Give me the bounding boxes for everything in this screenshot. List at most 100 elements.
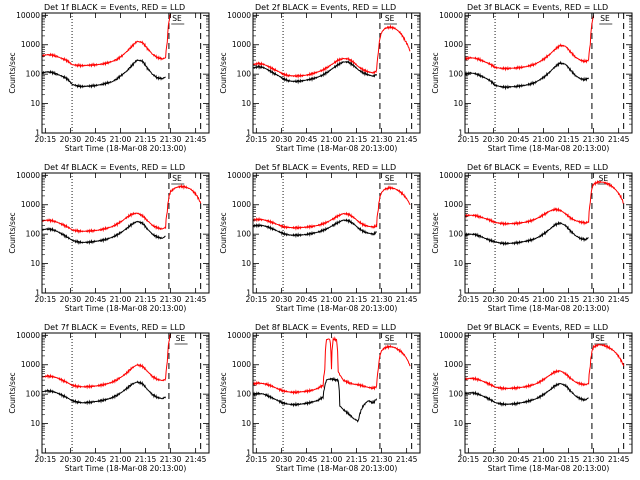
x-tick-label: 21:15	[558, 295, 580, 304]
x-tick-label: 20:45	[508, 455, 530, 464]
x-tick-label: 21:15	[558, 455, 580, 464]
series-line-lld	[253, 185, 411, 231]
y-tick-label: 1000	[232, 360, 251, 369]
x-tick-label: 21:15	[346, 135, 368, 144]
x-tick-label: 20:45	[296, 295, 318, 304]
y-tick-label: 10000	[227, 11, 251, 20]
y-tick-label: 10	[453, 259, 463, 268]
y-tick-label: 1000	[444, 40, 463, 49]
x-tick-label: 20:30	[60, 295, 82, 304]
plot-frame	[41, 172, 210, 294]
x-tick-label: 20:15	[458, 135, 480, 144]
y-tick-label: 1000	[444, 200, 463, 209]
plot-frame	[41, 332, 210, 454]
x-tick-label: 21:00	[533, 295, 555, 304]
x-tick-label: 20:45	[508, 295, 530, 304]
y-tick-label: 100	[449, 230, 464, 239]
y-tick-label: 1	[35, 289, 40, 298]
x-tick-label: 20:30	[271, 135, 293, 144]
x-tick-label: 21:45	[185, 135, 207, 144]
se-marker-label: SE	[385, 334, 395, 343]
y-tick-label: 1	[35, 129, 40, 138]
x-tick-label: 21:45	[396, 455, 418, 464]
x-tick-label: 21:00	[110, 135, 132, 144]
x-tick-label: 20:30	[483, 455, 505, 464]
x-tick-label: 21:00	[110, 455, 132, 464]
series-line-events	[253, 218, 377, 239]
panel-det-1: Det 1f BLACK = Events, RED = LLD SE 20:15 2…	[8, 3, 210, 153]
se-marker-label: SE	[176, 334, 186, 343]
x-tick-label: 20:45	[296, 135, 318, 144]
x-tick-label: 20:15	[35, 455, 57, 464]
x-axis-label: Start Time (18-Mar-08 20:13:00)	[65, 304, 187, 313]
y-tick-label: 100	[449, 390, 464, 399]
x-axis-label: Start Time (18-Mar-08 20:13:00)	[488, 464, 610, 473]
series-line-lld	[253, 24, 411, 79]
y-tick-label: 10	[241, 259, 251, 268]
plot-frame	[464, 12, 633, 134]
panel-title: Det 9f BLACK = Events, RED = LLD	[467, 323, 608, 332]
se-marker-label: SE	[172, 14, 182, 23]
series-line-events	[465, 60, 590, 91]
x-axis-label: Start Time (18-Mar-08 20:13:00)	[65, 464, 187, 473]
x-tick-label: 21:45	[185, 455, 207, 464]
x-tick-label: 21:30	[583, 295, 605, 304]
y-tick-label: 1000	[21, 200, 40, 209]
x-tick-label: 20:15	[458, 295, 480, 304]
y-axis-label: Counts/sec	[8, 212, 17, 253]
y-tick-label: 1	[35, 449, 40, 458]
x-tick-label: 20:45	[296, 455, 318, 464]
y-tick-label: 1	[246, 449, 251, 458]
x-tick-label: 21:30	[160, 135, 182, 144]
series-line-events	[253, 59, 378, 85]
x-tick-label: 21:45	[396, 295, 418, 304]
y-tick-label: 100	[449, 70, 464, 79]
x-tick-label: 20:45	[85, 135, 107, 144]
x-tick-label: 21:45	[185, 295, 207, 304]
y-axis-label: Counts/sec	[8, 52, 17, 93]
x-tick-label: 21:45	[396, 135, 418, 144]
y-tick-label: 10	[241, 419, 251, 428]
series-line-events	[253, 376, 378, 423]
x-tick-label: 20:30	[483, 135, 505, 144]
y-axis-label: Counts/sec	[431, 372, 440, 413]
x-tick-label: 21:30	[583, 135, 605, 144]
y-axis-label: Counts/sec	[219, 372, 228, 413]
y-tick-label: 1000	[232, 200, 251, 209]
x-tick-label: 20:15	[35, 135, 57, 144]
series-line-lld	[42, 13, 172, 69]
y-tick-label: 1000	[232, 40, 251, 49]
x-tick-label: 20:15	[458, 455, 480, 464]
x-tick-label: 21:15	[135, 135, 157, 144]
series-line-lld	[465, 15, 595, 72]
y-tick-label: 10000	[227, 171, 251, 180]
y-tick-label: 100	[26, 70, 41, 79]
x-tick-label: 21:30	[583, 455, 605, 464]
y-tick-label: 10	[30, 259, 40, 268]
panel-title: Det 1f BLACK = Events, RED = LLD	[44, 3, 185, 12]
x-tick-label: 21:45	[608, 135, 630, 144]
x-tick-label: 21:15	[135, 455, 157, 464]
x-tick-label: 21:30	[160, 455, 182, 464]
y-tick-label: 10000	[16, 331, 40, 340]
x-tick-label: 21:00	[533, 135, 555, 144]
y-tick-label: 10000	[439, 331, 463, 340]
se-marker-label: SE	[385, 174, 395, 183]
x-tick-label: 21:15	[135, 295, 157, 304]
y-tick-label: 100	[26, 230, 41, 239]
se-marker-label: SE	[599, 174, 609, 183]
x-axis-label: Start Time (18-Mar-08 20:13:00)	[65, 144, 187, 153]
panel-title: Det 5f BLACK = Events, RED = LLD	[255, 163, 396, 172]
y-tick-label: 10	[241, 99, 251, 108]
series-line-events	[465, 382, 589, 407]
y-tick-label: 10000	[227, 331, 251, 340]
y-tick-label: 10000	[16, 11, 40, 20]
x-tick-label: 20:45	[85, 295, 107, 304]
y-tick-label: 1000	[21, 360, 40, 369]
x-tick-label: 21:15	[558, 135, 580, 144]
x-tick-label: 21:30	[160, 295, 182, 304]
y-tick-label: 100	[26, 390, 41, 399]
